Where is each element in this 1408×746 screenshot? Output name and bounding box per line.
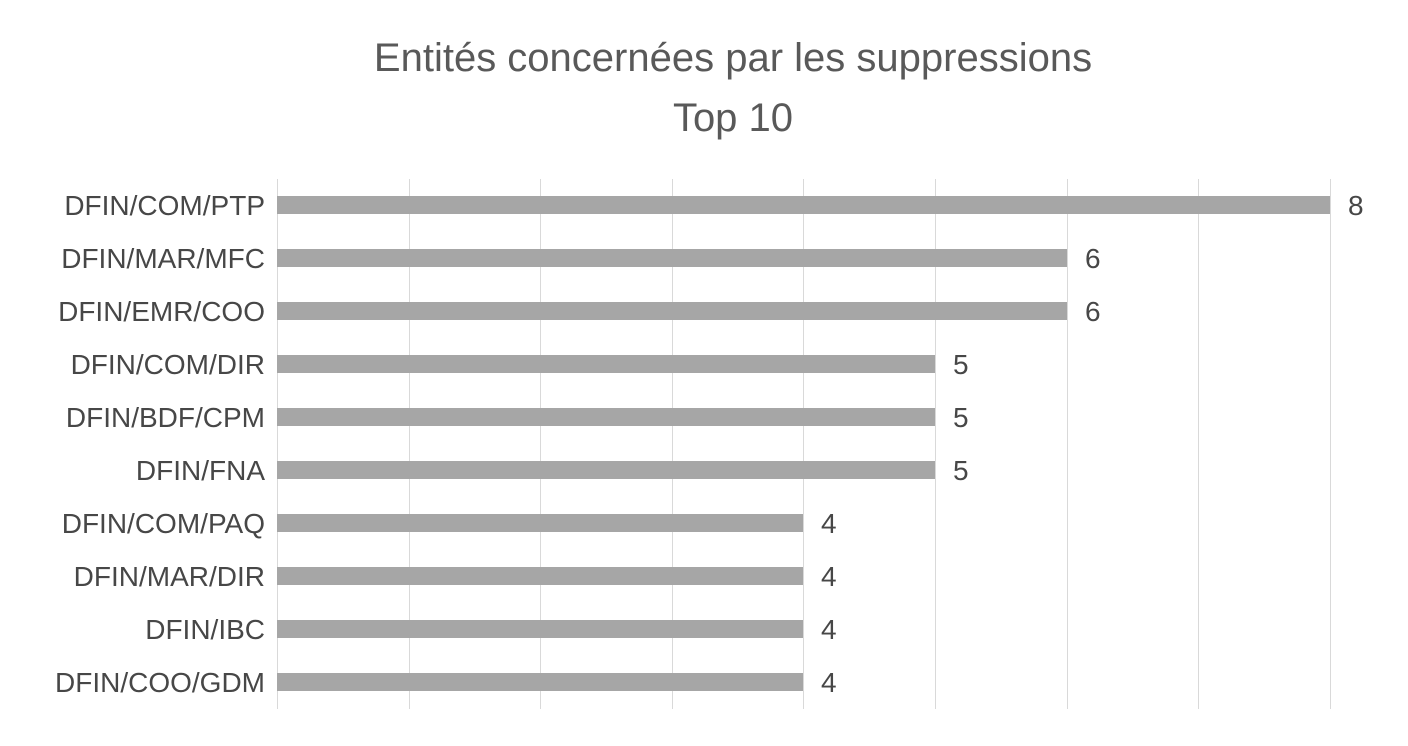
bar-row: DFIN/COO/GDM 4 bbox=[55, 656, 1330, 709]
bar bbox=[277, 302, 1067, 320]
gridline bbox=[803, 179, 804, 709]
plot-area: DFIN/COM/PTP 8 DFIN/MAR/MFC 6 DFIN/EMR/COO 6 D… bbox=[55, 179, 1364, 709]
bar-row: DFIN/FNA 5 bbox=[136, 444, 1330, 497]
gridline bbox=[672, 179, 673, 709]
value-label: 4 bbox=[821, 508, 837, 539]
bar bbox=[277, 461, 935, 479]
bar-row: DFIN/EMR/COO 6 bbox=[58, 285, 1330, 338]
bar-row: DFIN/MAR/DIR 4 bbox=[74, 550, 1330, 603]
gridline bbox=[540, 179, 541, 709]
bar bbox=[277, 567, 803, 585]
bar bbox=[277, 355, 935, 373]
chart-title-line2: Top 10 bbox=[672, 96, 794, 140]
value-label: 6 bbox=[1085, 243, 1101, 274]
bar-row: DFIN/COM/DIR 5 bbox=[71, 338, 1330, 391]
category-label: DFIN/COM/PTP bbox=[64, 190, 265, 221]
category-label: DFIN/BDF/CPM bbox=[65, 402, 265, 433]
category-label: DFIN/FNA bbox=[135, 455, 265, 486]
bar-row: DFIN/COM/PAQ 4 bbox=[62, 497, 1330, 550]
category-label: DFIN/COO/GDM bbox=[55, 667, 265, 698]
category-label: DFIN/EMR/COO bbox=[58, 296, 265, 327]
bar bbox=[277, 514, 803, 532]
gridline bbox=[1330, 179, 1331, 709]
value-label: 5 bbox=[953, 402, 969, 433]
gridline bbox=[1067, 179, 1068, 709]
gridline bbox=[277, 179, 278, 709]
category-label: DFIN/MAR/DIR bbox=[73, 561, 265, 592]
gridline bbox=[935, 179, 936, 709]
bar-row: DFIN/COM/PTP 8 bbox=[64, 179, 1363, 232]
category-label: DFIN/IBC bbox=[145, 614, 265, 645]
value-label: 5 bbox=[953, 349, 969, 380]
gridline bbox=[1198, 179, 1199, 709]
gridline bbox=[409, 179, 410, 709]
category-label: DFIN/COM/PAQ bbox=[61, 508, 265, 539]
bar bbox=[277, 673, 803, 691]
value-label: 4 bbox=[821, 667, 837, 698]
value-label: 6 bbox=[1085, 296, 1101, 327]
category-label: DFIN/COM/DIR bbox=[70, 349, 265, 380]
value-label: 5 bbox=[953, 455, 969, 486]
bar bbox=[277, 408, 935, 426]
bar-row: DFIN/MAR/MFC 6 bbox=[61, 232, 1330, 285]
chart-title-line1: Entités concernées par les suppressions bbox=[373, 36, 1093, 80]
chart-title: Entités concernées par les suppressions … bbox=[58, 28, 1408, 148]
bar-row: DFIN/IBC 4 bbox=[145, 603, 1330, 656]
bar bbox=[277, 620, 803, 638]
value-label: 8 bbox=[1348, 190, 1364, 221]
value-label: 4 bbox=[821, 561, 837, 592]
bar bbox=[277, 196, 1330, 214]
bar bbox=[277, 249, 1067, 267]
category-label: DFIN/MAR/MFC bbox=[61, 243, 265, 274]
value-label: 4 bbox=[821, 614, 837, 645]
bar-row: DFIN/BDF/CPM 5 bbox=[66, 391, 1330, 444]
